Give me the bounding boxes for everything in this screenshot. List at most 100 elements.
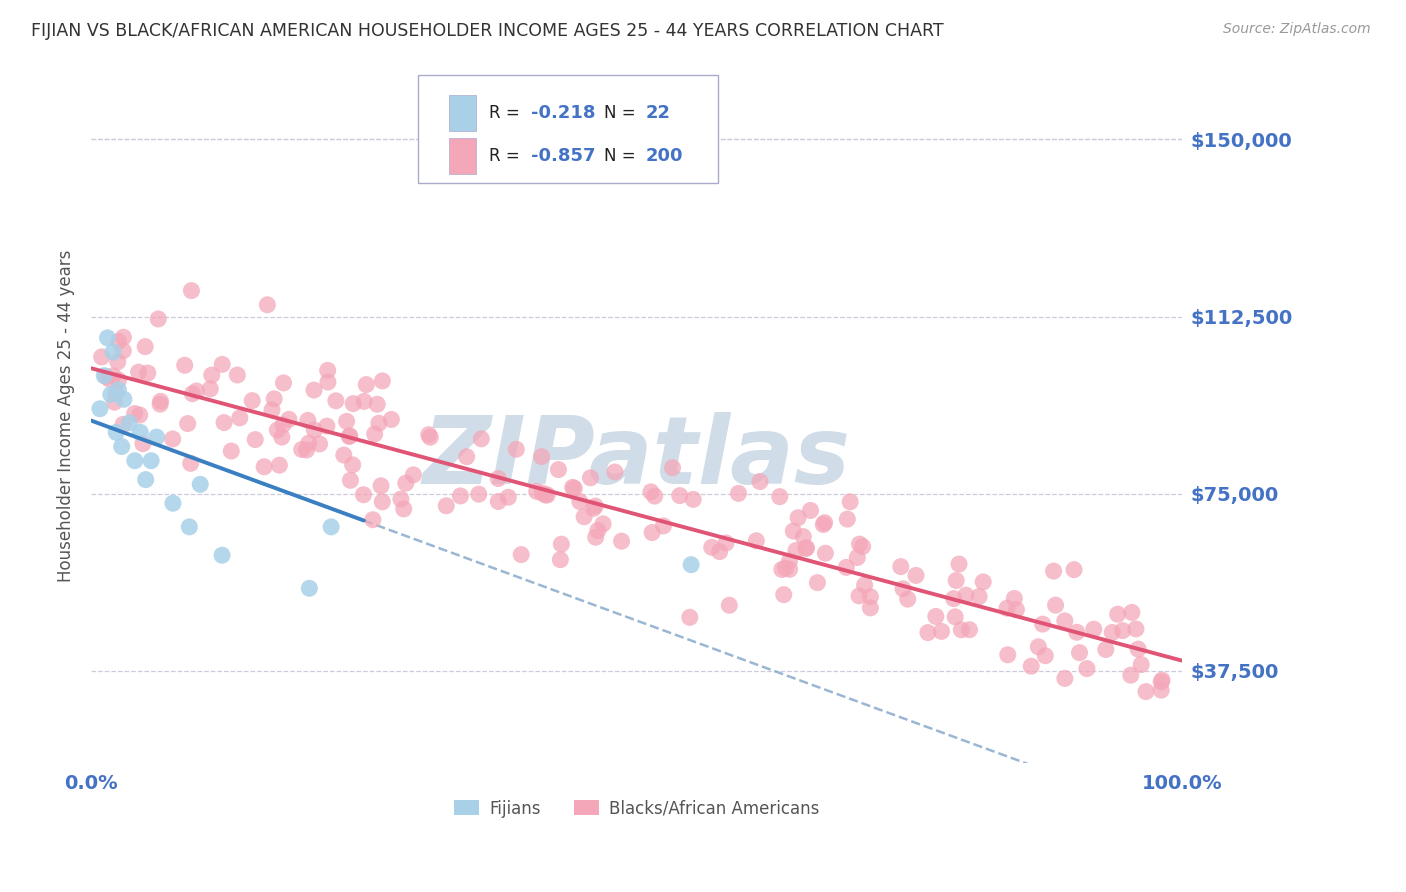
Point xyxy=(640,484,662,499)
Point xyxy=(253,459,276,474)
Point xyxy=(1053,614,1076,628)
Text: ZIPatlas: ZIPatlas xyxy=(423,411,851,503)
Point xyxy=(967,590,990,604)
Point xyxy=(418,427,440,442)
Point xyxy=(316,375,339,389)
Point xyxy=(181,386,204,401)
Point xyxy=(107,383,129,397)
Point xyxy=(917,625,939,640)
Point xyxy=(945,574,967,588)
Point xyxy=(111,440,134,454)
Point xyxy=(353,394,375,409)
Text: R =: R = xyxy=(489,147,526,165)
Point xyxy=(1032,617,1054,632)
Point xyxy=(568,494,591,508)
Point xyxy=(859,590,882,604)
Point xyxy=(579,471,602,485)
Point xyxy=(245,433,267,447)
Point xyxy=(180,284,202,298)
Point xyxy=(226,368,249,382)
Point xyxy=(342,396,364,410)
Point xyxy=(959,623,981,637)
Point xyxy=(107,355,129,369)
Point xyxy=(770,562,793,576)
Point xyxy=(955,588,977,602)
Point xyxy=(1019,659,1042,673)
Point xyxy=(931,624,953,639)
Point xyxy=(337,429,360,443)
Text: FIJIAN VS BLACK/AFRICAN AMERICAN HOUSEHOLDER INCOME AGES 25 - 44 YEARS CORRELATI: FIJIAN VS BLACK/AFRICAN AMERICAN HOUSEHO… xyxy=(31,22,943,40)
Point xyxy=(652,519,675,533)
Point xyxy=(586,524,609,538)
Point xyxy=(1125,622,1147,636)
Point xyxy=(486,471,509,485)
Point xyxy=(380,412,402,426)
Point xyxy=(434,499,457,513)
Point xyxy=(112,417,135,432)
Point xyxy=(848,537,870,551)
Point xyxy=(1119,668,1142,682)
Point xyxy=(112,330,135,344)
Point xyxy=(785,543,807,558)
Point xyxy=(943,610,966,624)
Point xyxy=(363,426,385,441)
Point xyxy=(1026,640,1049,654)
Point xyxy=(298,436,321,450)
Point xyxy=(141,453,163,467)
Point xyxy=(718,599,741,613)
Point xyxy=(897,592,920,607)
Point xyxy=(136,366,159,380)
Point xyxy=(1101,625,1123,640)
Point xyxy=(112,343,135,358)
Point xyxy=(339,473,361,487)
Point xyxy=(1126,642,1149,657)
Point xyxy=(104,385,127,400)
Point xyxy=(727,486,749,500)
Point xyxy=(219,444,242,458)
Point xyxy=(891,582,914,596)
Point xyxy=(366,397,388,411)
Point xyxy=(806,575,828,590)
Point xyxy=(925,609,948,624)
Point xyxy=(100,387,122,401)
Point xyxy=(1063,563,1085,577)
Point xyxy=(942,591,965,606)
Point xyxy=(291,442,314,457)
Point xyxy=(1135,684,1157,698)
Point xyxy=(256,298,278,312)
Point xyxy=(550,552,572,566)
Text: Source: ZipAtlas.com: Source: ZipAtlas.com xyxy=(1223,22,1371,37)
Point xyxy=(389,492,412,507)
FancyBboxPatch shape xyxy=(419,76,718,183)
Point xyxy=(583,499,606,513)
Point xyxy=(173,358,195,372)
Point xyxy=(796,541,818,555)
Point xyxy=(135,473,157,487)
Point xyxy=(661,460,683,475)
Point xyxy=(486,494,509,508)
Point xyxy=(371,495,394,509)
Point xyxy=(799,503,821,517)
Point xyxy=(510,548,533,562)
Point xyxy=(266,423,288,437)
Point xyxy=(470,432,492,446)
Point xyxy=(260,403,283,417)
Point xyxy=(794,541,817,556)
Point xyxy=(353,488,375,502)
Point xyxy=(668,489,690,503)
Point xyxy=(368,416,391,430)
Point xyxy=(526,484,548,499)
Point xyxy=(316,363,339,377)
Point xyxy=(610,534,633,549)
Point xyxy=(149,394,172,409)
Point xyxy=(402,467,425,482)
Point xyxy=(96,331,118,345)
Point xyxy=(950,623,973,637)
Point xyxy=(467,487,489,501)
Point xyxy=(129,425,152,440)
Point xyxy=(681,558,703,572)
Point xyxy=(370,479,392,493)
Point xyxy=(229,410,252,425)
Point xyxy=(308,437,330,451)
Point xyxy=(1033,648,1056,663)
